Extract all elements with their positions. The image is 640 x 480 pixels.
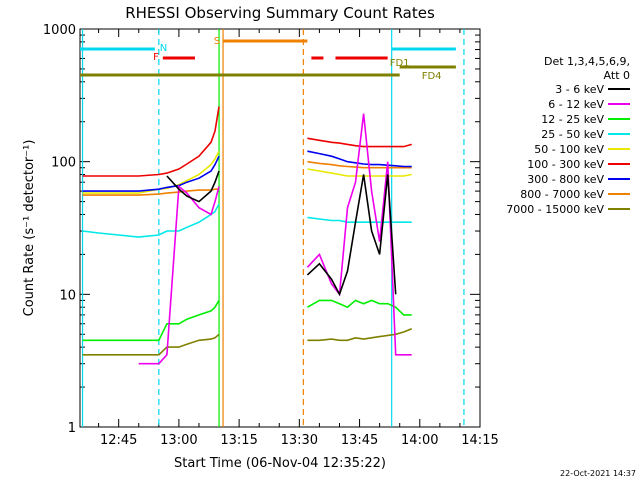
timestamp-label: 22-Oct-2021 14:37 [560, 469, 636, 478]
series-line-100-300-kev [82, 106, 220, 177]
series-line-12-25-kev [307, 299, 412, 316]
legend-entry-swatch [608, 193, 630, 195]
legend-entry-label: 25 - 50 keV [541, 127, 604, 141]
x-tick-label: 13:30 [281, 433, 318, 448]
series-line-25-50-kev [307, 216, 412, 223]
legend-entry: 800 - 7000 keV [520, 187, 630, 201]
vertical-markers [81, 29, 465, 427]
flag-label-f: F [153, 52, 159, 63]
legend-entry: 12 - 25 keV [541, 112, 630, 126]
legend-entry-swatch [608, 133, 630, 135]
x-tick-label: 14:15 [461, 433, 498, 448]
y-tick-label: 1 [68, 421, 76, 436]
legend-entry-label: 800 - 7000 keV [520, 187, 604, 201]
legend-header-line: Det 1,3,4,5,6,9, [543, 55, 630, 68]
flag-label-s: S [214, 36, 220, 47]
series-line-7000-15000-kev [307, 328, 412, 342]
series-line-50-100-kev [307, 168, 412, 177]
legend-entry: 300 - 800 keV [527, 172, 630, 186]
x-axis-label: Start Time (06-Nov-04 12:35:22) [174, 456, 386, 471]
plot-frame [79, 28, 481, 428]
legend-entry-label: 6 - 12 keV [548, 97, 604, 111]
legend-entry-swatch [608, 163, 630, 165]
legend-entry-swatch [608, 178, 630, 180]
legend-entry-swatch [608, 118, 630, 120]
legend-entry-swatch [608, 148, 630, 150]
chart-title: RHESSI Observing Summary Count Rates [125, 4, 435, 22]
series-line-6-12-kev [306, 113, 412, 356]
x-tick-label: 12:45 [100, 433, 137, 448]
legend-entry-label: 12 - 25 keV [541, 112, 604, 126]
series-line-3-6-kev [166, 170, 220, 203]
y-tick-label: 1000 [43, 23, 76, 38]
legend-header-line: Att 0 [603, 69, 630, 82]
series-line-300-800-kev [82, 155, 220, 192]
series-line-12-25-kev [82, 299, 220, 342]
series-line-3-6-kev [306, 174, 397, 297]
legend-entry-label: 50 - 100 keV [534, 142, 604, 156]
legend-entry-label: 100 - 300 keV [527, 157, 604, 171]
series-line-6-12-kev [138, 184, 220, 365]
x-tick-label: 14:00 [401, 433, 438, 448]
legend-entry: 50 - 100 keV [534, 142, 630, 156]
series-line-100-300-kev [307, 137, 412, 148]
series-line-50-100-kev [82, 150, 220, 194]
legend-entry: 6 - 12 keV [548, 97, 630, 111]
legend-entry-label: 300 - 800 keV [527, 172, 604, 186]
legend-entry: 3 - 6 keV [555, 82, 630, 96]
legend-entry: 7000 - 15000 keV [506, 202, 630, 216]
y-axis-label: Count Rate (s⁻¹ detector⁻¹) [22, 140, 37, 317]
x-tick-label: 13:45 [341, 433, 378, 448]
legend-entry-swatch [608, 88, 630, 90]
series-line-25-50-kev [82, 203, 220, 238]
flag-label-n: N [160, 43, 167, 54]
legend-entry: 100 - 300 keV [527, 157, 630, 171]
series-lines [82, 106, 412, 365]
y-tick-label: 10 [59, 288, 76, 303]
legend-entry-swatch [608, 208, 630, 210]
series-line-7000-15000-kev [82, 333, 220, 356]
legend-entry: 25 - 50 keV [541, 127, 630, 141]
legend-entry-swatch [608, 103, 630, 105]
y-tick-label: 100 [51, 156, 76, 171]
legend-entry-label: 3 - 6 keV [555, 82, 604, 96]
series-line-800-7000-kev [307, 160, 412, 169]
flag-label-fd4: FD4 [422, 71, 442, 82]
legend-entry-label: 7000 - 15000 keV [506, 202, 604, 216]
flag-bars: NF S FD1 FD4 [80, 36, 456, 82]
flag-label-fd1: FD1 [390, 58, 410, 69]
x-tick-label: 13:00 [160, 433, 197, 448]
x-tick-label: 13:15 [220, 433, 257, 448]
axes: 12:45 13:00 13:15 13:30 13:45 14:00 14:15 1 10 10… [43, 23, 499, 448]
series-line-300-800-kev [307, 150, 412, 168]
